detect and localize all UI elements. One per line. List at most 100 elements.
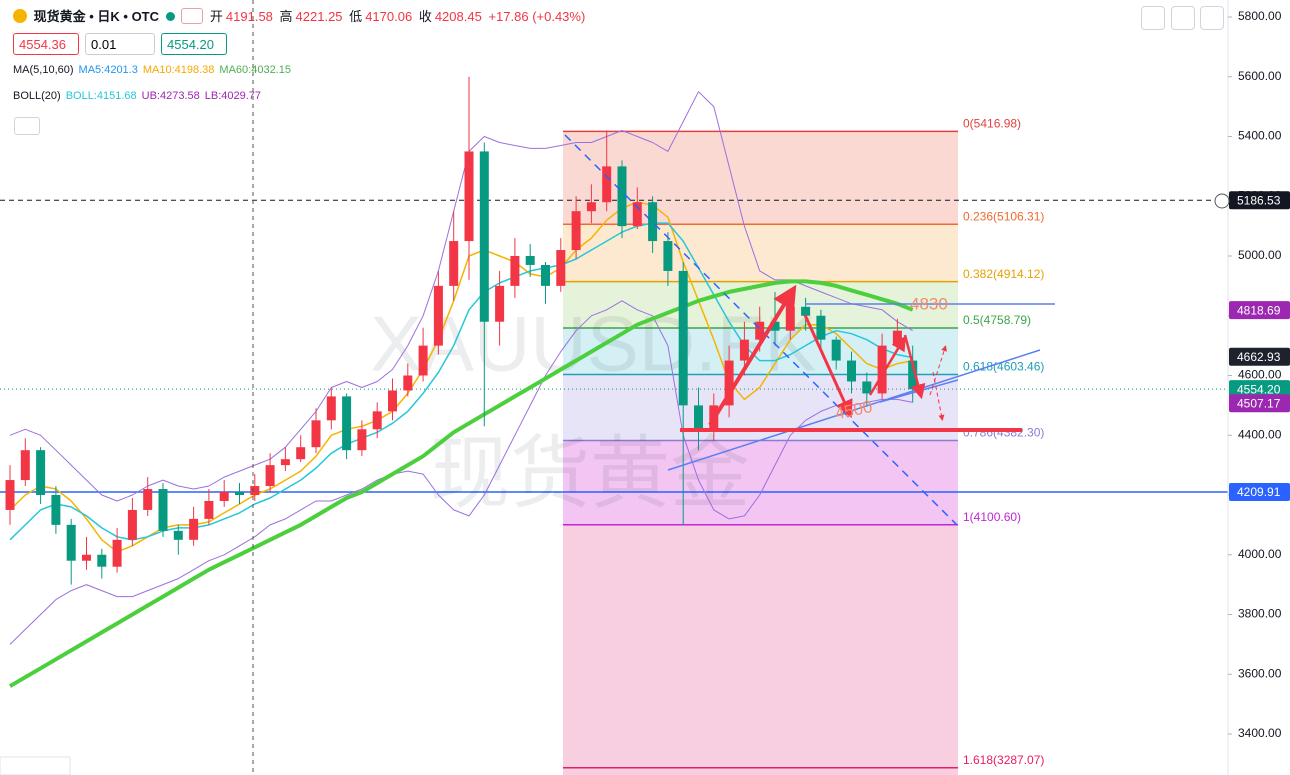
price-tag [1229, 394, 1290, 413]
candle-body [342, 396, 352, 451]
price-tag [1229, 301, 1290, 320]
toolbar[interactable] [0, 756, 71, 775]
candle-body [20, 450, 30, 481]
y-tick-label: 4400.00 [1238, 427, 1282, 441]
price-tag [1229, 347, 1290, 366]
candle-body [219, 492, 229, 501]
candle-body [479, 151, 489, 322]
fib-label: 0.618(4603.46) [963, 360, 1044, 374]
fib-label: 0.382(4914.12) [963, 267, 1044, 281]
candle-body [36, 450, 46, 495]
arrow [903, 334, 926, 400]
candle-body [51, 495, 61, 525]
fib-label: 0.786(4382.30) [963, 426, 1044, 440]
y-tick-label: 4600.00 [1238, 368, 1282, 382]
annotation: 4830 [910, 294, 948, 313]
candle-body [801, 306, 811, 316]
drawings: 4830 4500 [252, 0, 1055, 775]
price-tag [1229, 483, 1290, 502]
candle-body [755, 321, 765, 340]
candle-body [189, 518, 199, 540]
candle-body [5, 480, 15, 510]
indicator-line [8, 279, 914, 688]
indicator-line [9, 300, 913, 645]
fib-label: 1.618(3287.07) [963, 753, 1044, 767]
y-tick-label: 3600.00 [1238, 666, 1282, 680]
candle-body [127, 509, 137, 540]
price-tag-label: 4662.93 [1237, 350, 1281, 364]
lot-size[interactable]: 0.01 [85, 33, 155, 55]
fib-band [563, 524, 958, 768]
legend-item: MA10:4198.38 [142, 64, 215, 76]
candle-body [617, 166, 627, 227]
candle-body [510, 256, 520, 286]
candle-body [862, 381, 872, 394]
symbol: 现货黄金 • 日K • OTC [33, 9, 160, 24]
candle-body [495, 285, 505, 322]
arrow [803, 314, 853, 419]
candle-body [66, 524, 76, 561]
candle-body [372, 411, 382, 430]
y-tick-label: 3400.00 [1238, 726, 1282, 740]
candle-body [602, 166, 612, 203]
y-tick-label: 5800.00 [1238, 9, 1282, 23]
down-button[interactable] [1141, 6, 1165, 30]
watermark: 现货黄金 [430, 429, 750, 518]
candle-body [586, 202, 596, 212]
candle-body [433, 285, 443, 346]
candle-body [908, 360, 918, 390]
candle-body [235, 492, 244, 495]
candle-body [82, 554, 91, 561]
legend-title: MA(5,10,60) [13, 64, 74, 76]
candle-body [296, 447, 306, 460]
fib-label: 0(5416.98) [963, 117, 1021, 131]
candle-body [877, 345, 887, 394]
price-tag [1229, 191, 1290, 210]
candle-body [571, 211, 581, 251]
flag [181, 8, 204, 24]
y-tick-label: 5000.00 [1238, 248, 1282, 262]
y-tick-label: 5600.00 [1238, 69, 1282, 83]
high-label: 高 [279, 9, 293, 24]
legend-item: LB:4029.77 [204, 90, 262, 102]
candle-body [158, 489, 168, 531]
candle-body [173, 530, 183, 540]
candle-body [449, 241, 459, 286]
arrow [708, 284, 797, 427]
candle-body [678, 270, 688, 406]
candle-body [541, 264, 550, 286]
high: 4221.25 [295, 9, 343, 24]
buy-price[interactable]: 4554.20 [161, 33, 227, 55]
close-label: 收 [418, 9, 432, 24]
candle-body [403, 375, 413, 391]
trend-line [667, 349, 1041, 471]
candle-body [388, 390, 397, 412]
boll-legend: BOLL(20) BOLL:4151.68 UB:4273.58 LB:4029.77 [13, 90, 266, 102]
candle-body [143, 489, 153, 510]
legend-title: BOLL(20) [13, 90, 61, 102]
legend-item: UB:4273.58 [141, 90, 200, 102]
maximize-button[interactable] [1200, 6, 1224, 30]
open-label: 开 [209, 9, 223, 24]
candle-body [785, 306, 795, 331]
price-tag-label: 4818.69 [1237, 303, 1281, 317]
close: 4208.45 [434, 9, 482, 24]
collapse-button[interactable] [14, 117, 40, 135]
fib-band [563, 440, 958, 525]
low: 4170.06 [365, 9, 413, 24]
fib-band [563, 224, 958, 282]
sell-price[interactable]: 4554.36 [13, 33, 79, 55]
candle-body [357, 429, 367, 451]
price-tag-label: 4507.17 [1237, 396, 1281, 410]
candle-body [770, 321, 780, 331]
candle-body [97, 554, 107, 567]
candle-body [280, 459, 290, 466]
add-button[interactable] [1214, 193, 1230, 209]
candle-body [311, 420, 321, 448]
candle-body [847, 360, 856, 382]
indicator-line [9, 222, 913, 541]
indicator-line [9, 91, 913, 502]
hide-button[interactable] [1171, 6, 1195, 30]
price-tag-label: 4209.91 [1237, 485, 1281, 499]
